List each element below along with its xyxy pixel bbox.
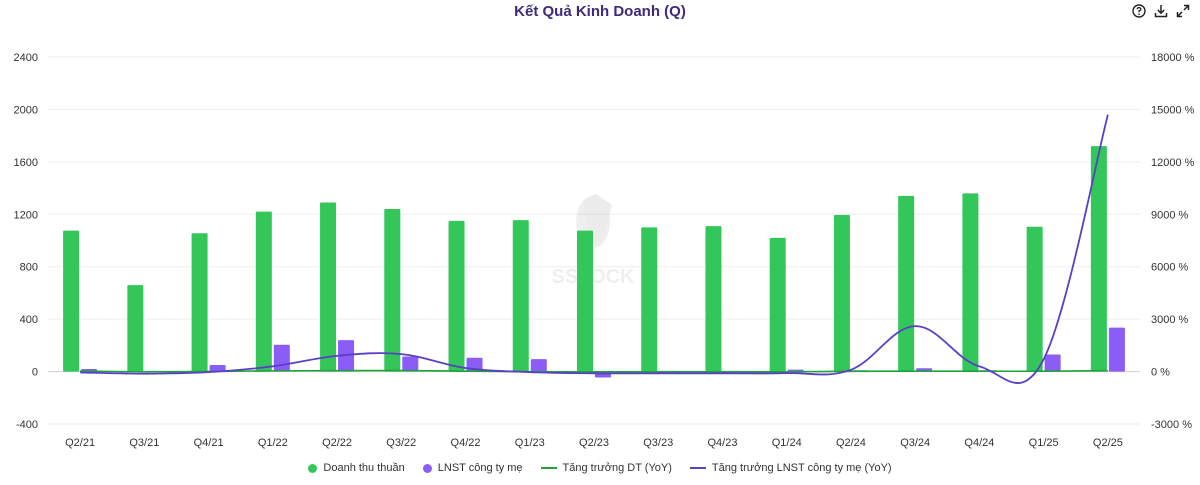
revenue-bar bbox=[384, 209, 401, 372]
help-icon[interactable] bbox=[1130, 2, 1148, 20]
x-tick-label: Q2/21 bbox=[65, 437, 95, 449]
download-icon[interactable] bbox=[1152, 2, 1170, 20]
revenue-bar bbox=[833, 214, 850, 372]
left-tick-label: 1200 bbox=[14, 209, 38, 221]
right-tick-label: 0 % bbox=[1151, 367, 1170, 379]
revenue-bar bbox=[320, 202, 337, 372]
x-tick-label: Q3/21 bbox=[129, 437, 159, 449]
legend-item-profit-growth[interactable]: Tăng trưởng LNST công ty mẹ (YoY) bbox=[689, 462, 892, 474]
x-tick-label: Q1/25 bbox=[1029, 437, 1059, 449]
x-tick-label: Q3/22 bbox=[386, 437, 416, 449]
chart-toolbar bbox=[1130, 2, 1192, 20]
revenue-bar bbox=[63, 230, 80, 372]
profit-bar bbox=[273, 344, 290, 372]
revenue-bar bbox=[255, 211, 272, 372]
x-tick-label: Q1/24 bbox=[772, 437, 802, 449]
left-axis: 2400 2000 1600 1200 800 400 0 -400 bbox=[14, 52, 38, 431]
x-tick-label: Q1/23 bbox=[515, 437, 545, 449]
x-tick-label: Q2/22 bbox=[322, 437, 352, 449]
profit-bar bbox=[530, 359, 547, 372]
expand-icon[interactable] bbox=[1174, 2, 1192, 20]
x-tick-label: Q4/24 bbox=[964, 437, 994, 449]
legend-marker-profit-growth bbox=[689, 467, 706, 469]
revenue-bar bbox=[705, 226, 722, 372]
x-tick-label: Q4/23 bbox=[707, 437, 737, 449]
legend-item-profit[interactable]: LNST công ty mẹ bbox=[422, 462, 523, 474]
right-tick-label: 9000 % bbox=[1151, 209, 1189, 221]
revenue-bar bbox=[191, 233, 208, 372]
x-axis: Q2/21 Q3/21 Q4/21 Q1/22 Q2/22 Q3/22 Q4/22 Q1/23… bbox=[65, 437, 1123, 449]
right-tick-label: 6000 % bbox=[1151, 262, 1189, 274]
legend-label-revenue-growth: Tăng trưởng DT (YoY) bbox=[562, 462, 672, 474]
legend: Doanh thu thuần LNST công ty mẹ Tăng trư… bbox=[0, 462, 1200, 474]
revenue-bar bbox=[962, 193, 979, 372]
left-tick-label: 0 bbox=[32, 367, 38, 379]
revenue-bar bbox=[448, 220, 465, 372]
legend-item-revenue[interactable]: Doanh thu thuần bbox=[308, 462, 405, 474]
revenue-bar bbox=[512, 220, 529, 372]
revenue-bar bbox=[898, 195, 915, 372]
right-tick-label: -3000 % bbox=[1151, 419, 1192, 431]
right-axis: 18000 % 15000 % 12000 % 9000 % 6000 % 3000 % 0… bbox=[1151, 52, 1195, 431]
left-tick-label: 400 bbox=[20, 314, 38, 326]
revenue-bar bbox=[1026, 226, 1043, 372]
profit-bar bbox=[1108, 327, 1125, 372]
right-tick-label: 18000 % bbox=[1151, 52, 1195, 64]
left-tick-label: 1600 bbox=[14, 157, 38, 169]
profit-growth-line bbox=[80, 114, 1109, 384]
legend-item-revenue-growth[interactable]: Tăng trưởng DT (YoY) bbox=[540, 462, 672, 474]
revenue-bar bbox=[769, 237, 786, 372]
profit-bar bbox=[1044, 354, 1061, 372]
legend-label-revenue: Doanh thu thuần bbox=[323, 462, 405, 474]
x-tick-label: Q2/25 bbox=[1093, 437, 1123, 449]
revenue-bar bbox=[577, 230, 593, 372]
watermark-text: SSTOCK bbox=[552, 266, 636, 288]
left-tick-label: 2000 bbox=[14, 104, 38, 116]
left-tick-label: 800 bbox=[20, 262, 38, 274]
legend-label-profit: LNST công ty mẹ bbox=[437, 462, 523, 474]
left-tick-label: -400 bbox=[16, 419, 38, 431]
profit-bar bbox=[209, 365, 226, 372]
right-tick-label: 12000 % bbox=[1151, 157, 1195, 169]
right-tick-label: 15000 % bbox=[1151, 104, 1195, 116]
legend-marker-revenue bbox=[308, 463, 318, 473]
x-tick-label: Q2/23 bbox=[579, 437, 609, 449]
x-tick-label: Q4/21 bbox=[194, 437, 224, 449]
revenue-bar bbox=[641, 227, 658, 372]
x-tick-label: Q3/24 bbox=[900, 437, 930, 449]
legend-marker-profit bbox=[422, 463, 432, 473]
bars bbox=[63, 146, 1125, 378]
x-tick-label: Q4/22 bbox=[451, 437, 481, 449]
legend-label-profit-growth: Tăng trưởng LNST công ty mẹ (YoY) bbox=[711, 462, 892, 474]
lines bbox=[80, 114, 1109, 384]
revenue-bar bbox=[1090, 146, 1107, 372]
watermark-logo: SSTOCK bbox=[552, 194, 636, 288]
right-tick-label: 3000 % bbox=[1151, 314, 1189, 326]
x-tick-label: Q3/23 bbox=[643, 437, 673, 449]
profit-bar bbox=[402, 356, 419, 372]
revenue-bar bbox=[127, 285, 144, 372]
x-tick-label: Q1/22 bbox=[258, 437, 288, 449]
revenue-growth-line bbox=[80, 369, 1108, 373]
x-tick-label: Q2/24 bbox=[836, 437, 866, 449]
left-tick-label: 2400 bbox=[14, 52, 38, 64]
chart-title: Kết Quả Kinh Doanh (Q) bbox=[514, 3, 686, 20]
legend-marker-revenue-growth bbox=[540, 467, 557, 469]
